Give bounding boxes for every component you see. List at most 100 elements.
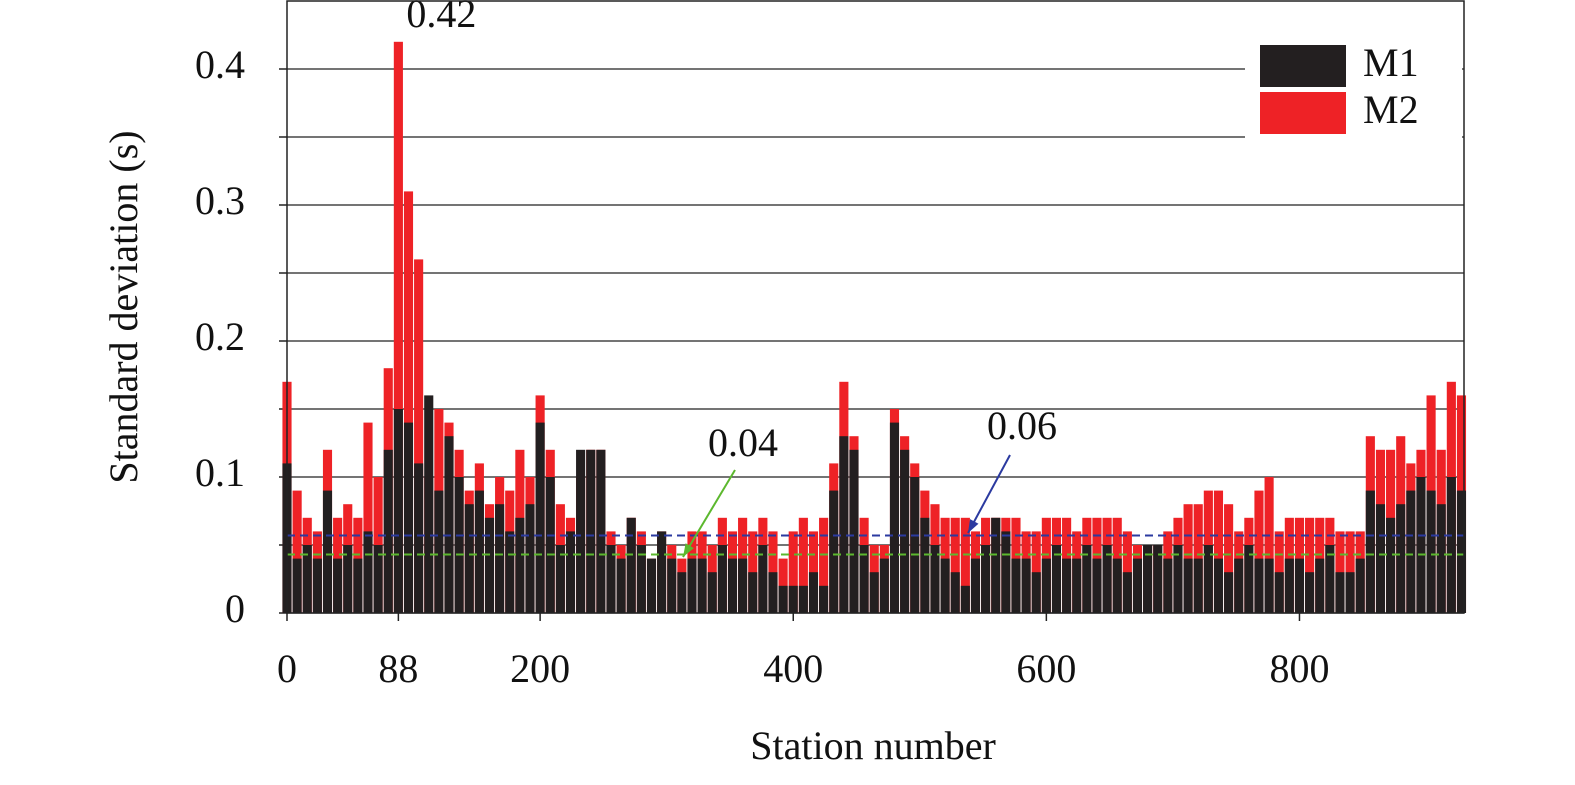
bar (819, 517, 829, 613)
bar (1122, 572, 1132, 613)
bar (1082, 545, 1092, 613)
bar (940, 558, 950, 613)
bar (1254, 558, 1264, 613)
bar (707, 572, 717, 613)
bar (1163, 558, 1173, 613)
bar (950, 517, 960, 613)
bar (444, 436, 454, 613)
bar (829, 490, 839, 613)
bar (1153, 545, 1163, 613)
arrow-head (968, 519, 979, 533)
bar (454, 477, 464, 613)
bar (292, 558, 302, 613)
bar (808, 572, 819, 613)
bar (758, 545, 768, 613)
plot-frame (286, 0, 1465, 614)
x-tick-label: 600 (1016, 646, 1076, 691)
bar (1396, 504, 1406, 613)
bar (333, 558, 343, 613)
reference-label: 0.04 (708, 420, 778, 465)
bar (464, 504, 474, 613)
x-axis-label: Station number (750, 723, 996, 768)
bar (343, 545, 353, 613)
annotation-arrow (682, 469, 736, 558)
bar (322, 490, 333, 613)
bar (768, 572, 778, 613)
bar (1305, 572, 1315, 613)
legend-label: M1 (1363, 40, 1419, 85)
bar (1183, 558, 1193, 613)
arrow-head (683, 543, 694, 557)
y-tick-label: 0.4 (195, 42, 245, 87)
x-tick-label: 0 (277, 646, 297, 691)
bar (1335, 572, 1345, 613)
bar (930, 545, 940, 613)
bar (1193, 558, 1203, 613)
bar (1021, 558, 1031, 613)
bar (414, 259, 424, 613)
bar (606, 545, 616, 613)
bar (373, 545, 383, 613)
bar (383, 449, 393, 613)
bar (393, 409, 403, 613)
bar (1051, 545, 1062, 613)
bar (1112, 558, 1122, 613)
bar (1436, 504, 1446, 613)
bar (667, 558, 677, 613)
x-tick-label: 800 (1269, 646, 1329, 691)
bar (798, 517, 808, 613)
legend-label: M2 (1363, 87, 1419, 132)
bar (616, 558, 626, 613)
bar (1274, 572, 1284, 613)
bar (393, 41, 403, 614)
bar (302, 545, 312, 613)
bar (1173, 545, 1183, 613)
bar (596, 449, 606, 613)
bar (1062, 558, 1072, 613)
y-tick-label: 0.3 (195, 178, 245, 223)
bar (798, 585, 808, 613)
bar (687, 558, 697, 613)
bar (991, 517, 1001, 613)
bar (1305, 517, 1315, 613)
bar (981, 545, 991, 613)
bar (434, 490, 444, 613)
bar (738, 558, 748, 613)
bar (819, 585, 829, 613)
bar (748, 572, 758, 613)
bar (626, 517, 636, 613)
bar (960, 517, 970, 613)
bar (565, 531, 576, 613)
bar (879, 558, 889, 613)
legend-swatch (1260, 45, 1346, 87)
bar (586, 449, 596, 613)
x-tick-label: 88 (378, 646, 418, 691)
bar (657, 531, 667, 613)
bar (869, 572, 879, 613)
bar (788, 585, 798, 613)
bar (646, 558, 657, 613)
annotation-arrow (967, 454, 1011, 534)
bar (505, 531, 515, 613)
bar (677, 572, 687, 613)
bar (1284, 558, 1294, 613)
bar (727, 558, 738, 613)
bar (697, 558, 707, 613)
bar (788, 531, 798, 613)
bar (1426, 490, 1436, 613)
bar (1132, 558, 1143, 613)
bar (555, 545, 565, 613)
bar (1315, 558, 1325, 613)
bar (1406, 490, 1416, 613)
bar (1416, 477, 1426, 613)
bar (576, 449, 586, 613)
bar (1143, 545, 1153, 613)
bar (1365, 490, 1375, 613)
bar (363, 422, 373, 613)
bar (495, 504, 505, 613)
bar (312, 558, 322, 613)
bar (363, 531, 373, 613)
bar (1456, 490, 1467, 613)
bar (717, 545, 727, 613)
